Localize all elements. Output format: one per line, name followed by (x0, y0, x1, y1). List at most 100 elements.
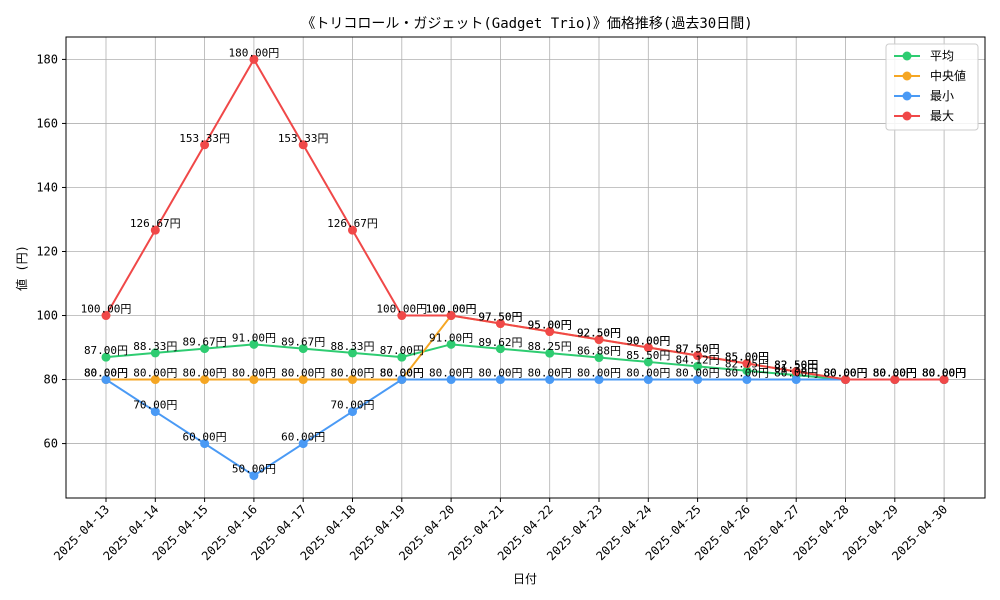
data-point (150, 225, 160, 235)
data-label: 80.00円 (528, 367, 572, 380)
series-layer (101, 54, 949, 481)
y-tick-label: 100 (36, 309, 58, 323)
y-tick-label: 80 (44, 373, 58, 387)
data-point (545, 375, 555, 385)
legend-label: 平均 (930, 49, 954, 63)
data-label: 80.00円 (774, 367, 818, 380)
data-point (545, 327, 555, 337)
data-label: 85.00円 (725, 351, 769, 364)
data-point (693, 375, 703, 385)
data-label: 81.38円 (774, 362, 818, 375)
legend-item: 最大 (894, 109, 954, 123)
data-label: 80.00円 (281, 367, 325, 380)
data-point (939, 375, 949, 385)
data-point (495, 319, 505, 329)
data-label: 70.00円 (330, 399, 374, 412)
data-point (348, 348, 357, 358)
data-label: 95.00円 (528, 319, 572, 332)
x-axis-label: 日付 (513, 572, 537, 586)
series-0 (101, 339, 949, 385)
series-2 (101, 375, 949, 481)
data-point (298, 439, 308, 449)
legend-marker (902, 51, 912, 61)
data-label: 70.00円 (133, 399, 177, 412)
data-label: 91.00円 (232, 331, 276, 344)
grid (66, 37, 985, 498)
data-label: 82.50円 (774, 359, 818, 372)
data-label: 92.50円 (577, 327, 621, 340)
data-point (249, 54, 259, 64)
data-label: 80.00円 (183, 367, 227, 380)
data-point (101, 311, 111, 321)
data-label: 80.00円 (429, 367, 473, 380)
data-point (298, 375, 308, 385)
data-label: 88.33円 (330, 340, 374, 353)
data-label: 60.00円 (183, 431, 227, 444)
data-point (249, 339, 259, 349)
y-axis-label: 値 (円) (14, 245, 29, 291)
data-point (298, 140, 308, 150)
data-label: 87.00円 (380, 344, 424, 357)
data-label: 80.00円 (823, 367, 867, 380)
data-point (791, 367, 801, 377)
data-label: 80.00円 (626, 367, 670, 380)
data-point (150, 375, 160, 385)
data-point (397, 311, 407, 321)
data-label: 126.67円 (327, 217, 378, 230)
data-label: 88.25円 (528, 340, 572, 353)
data-point (742, 366, 752, 376)
legend-label: 最大 (930, 109, 954, 123)
data-point (446, 311, 456, 321)
data-label: 89.67円 (281, 336, 325, 349)
data-label: 97.50円 (478, 311, 522, 324)
data-label: 85.00円 (725, 351, 769, 364)
data-point (791, 375, 801, 385)
data-label: 87.50円 (676, 343, 720, 356)
data-label: 80.00円 (725, 367, 769, 380)
data-label: 80.00円 (922, 367, 966, 380)
series-line (105, 378, 945, 477)
x-axis: 2025-04-132025-04-142025-04-152025-04-16… (51, 498, 950, 563)
data-label: 80.00円 (478, 367, 522, 380)
legend-marker (902, 71, 912, 81)
data-label: 82.50円 (774, 359, 818, 372)
data-point (841, 375, 850, 385)
legend-box (885, 43, 979, 131)
data-point (742, 375, 752, 385)
data-label: 153.33円 (179, 132, 230, 145)
legend-item: 中央値 (894, 68, 966, 83)
y-tick-label: 160 (36, 116, 58, 130)
data-point (397, 352, 407, 362)
data-label: 80.00円 (922, 367, 966, 380)
data-point (594, 335, 604, 345)
series-labels-1: 80.00円 80.00円 80.00円 80.00円 80.00円 80.00円 80.0… (84, 303, 966, 380)
data-point (643, 343, 653, 353)
data-label: 80.00円 (873, 367, 917, 380)
data-point (643, 375, 653, 385)
data-label: 100.00円 (426, 303, 477, 316)
legend-marker (902, 91, 912, 101)
legend-item: 平均 (894, 49, 954, 63)
data-label: 80.00円 (84, 367, 128, 380)
data-label: 100.00円 (376, 303, 427, 316)
data-label: 91.00円 (429, 331, 473, 344)
data-label: 100.00円 (426, 303, 477, 316)
data-point (446, 375, 456, 385)
data-point (348, 375, 357, 385)
data-point (150, 348, 160, 358)
y-axis: 60 80 100 120 140 160 180 (36, 52, 66, 451)
data-label: 80.00円 (330, 367, 374, 380)
series-labels-2: 80.00円 70.00円 60.00円 50.00円 60.00円 70.00円 80.0… (84, 367, 966, 476)
legend-label: 最小 (930, 89, 954, 103)
data-label: 87.00円 (84, 344, 128, 357)
data-label: 80.00円 (676, 367, 720, 380)
data-point (200, 375, 210, 385)
data-label: 88.33円 (133, 340, 177, 353)
y-tick-label: 60 (44, 437, 58, 451)
legend-marker (902, 111, 912, 121)
data-label: 50.00円 (232, 463, 276, 476)
data-label: 89.62円 (478, 336, 522, 349)
data-label: 80.00円 (380, 367, 424, 380)
